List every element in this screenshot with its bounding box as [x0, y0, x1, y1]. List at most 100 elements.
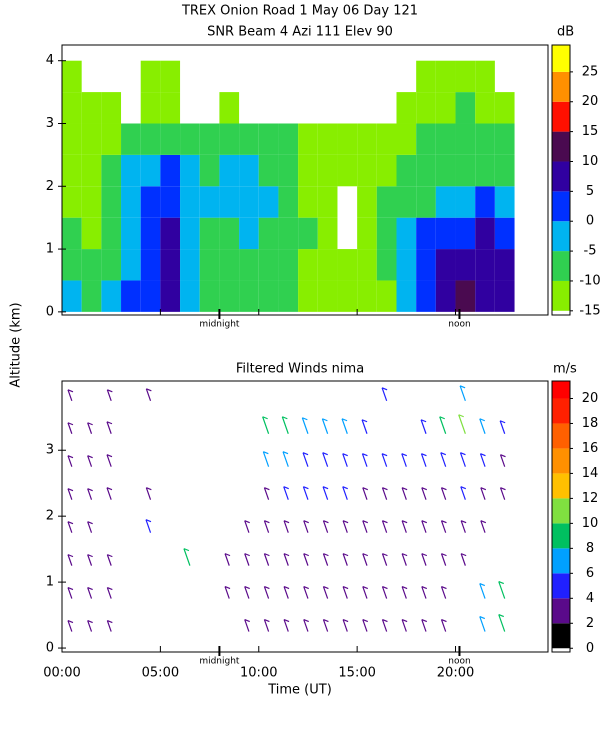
colorbar-bin — [552, 523, 570, 549]
y-tick-label: 0 — [46, 304, 54, 319]
snr-cell — [494, 154, 515, 187]
colorbar-tick-label: 16 — [582, 441, 599, 456]
wind-barb — [322, 452, 329, 467]
snr-cell — [396, 186, 417, 218]
wind-barb — [421, 619, 427, 632]
snr-cell — [278, 280, 299, 312]
snr-cell — [396, 92, 417, 124]
snr-cell — [219, 92, 240, 124]
colorbar-tick-label: 2 — [586, 616, 594, 631]
wind-barb — [381, 520, 388, 533]
barb-flag — [283, 486, 289, 490]
snr-cell — [101, 217, 122, 250]
barb-flag — [460, 486, 467, 490]
annotation: midnight — [199, 320, 240, 330]
snr-cell — [455, 92, 476, 124]
colorbar-bin — [552, 221, 570, 252]
wind-barb — [479, 616, 486, 632]
barb-flag — [362, 553, 369, 557]
colorbar-tick-label: -10 — [579, 273, 600, 288]
barb-flag — [441, 487, 447, 491]
wind-barb — [480, 487, 486, 500]
barb-flag — [323, 553, 329, 557]
wind-barb — [401, 487, 407, 500]
snr-cell — [357, 154, 377, 187]
snr-cell — [455, 154, 476, 187]
barb-flag — [262, 416, 268, 420]
barb-flag — [224, 586, 231, 590]
barb-flag — [342, 553, 349, 557]
wind-barb — [362, 553, 368, 566]
barb-flag — [322, 418, 328, 422]
snr-cell — [160, 60, 181, 93]
snr-cell — [81, 92, 102, 124]
snr-cell — [278, 123, 299, 155]
snr-cell — [435, 60, 456, 93]
colorbar-frame — [551, 44, 571, 316]
snr-cell — [160, 154, 181, 187]
wind-barb — [303, 520, 309, 533]
colorbar-tick-label: 18 — [582, 416, 599, 431]
wind-barb — [381, 586, 388, 599]
wind-barb — [362, 487, 368, 500]
barb-flag — [440, 452, 447, 456]
wind-barb — [283, 619, 289, 632]
barb-flag — [322, 486, 329, 490]
wind-barb — [303, 553, 309, 566]
barb-flag — [401, 453, 408, 457]
barb-flag — [87, 455, 93, 459]
wind-barb — [440, 553, 447, 566]
snr-cell — [180, 249, 200, 281]
colorbar-bin — [552, 381, 570, 399]
snr-cell — [160, 92, 181, 124]
barb-flag — [303, 619, 309, 623]
barb-flag — [342, 486, 348, 490]
colorbar-tick-label: 5 — [586, 184, 594, 199]
wind-barb — [362, 619, 368, 632]
colorbar-tick-label: 20 — [582, 391, 599, 406]
colorbar-bin — [552, 45, 570, 72]
wind-barb — [401, 619, 407, 632]
wind-barb — [244, 553, 250, 566]
wind-barb — [440, 520, 447, 533]
barb-flag — [362, 586, 369, 590]
snr-cell — [160, 186, 181, 218]
snr-cell — [258, 154, 279, 187]
snr-cell — [317, 154, 338, 187]
wind-barb — [420, 419, 427, 434]
wind-barb — [458, 414, 466, 434]
snr-cell — [81, 280, 102, 312]
wind-barb — [244, 586, 250, 599]
barb-flag — [87, 587, 93, 591]
barb-flag — [479, 418, 486, 422]
snr-cell — [357, 280, 377, 312]
barb-flag — [67, 488, 74, 492]
title-line: TREX Onion Road 1 May 06 Day 121 — [181, 4, 418, 19]
snr-cell — [199, 280, 220, 312]
snr-cell — [376, 217, 397, 250]
barb-flag — [362, 619, 369, 623]
snr-cell — [475, 186, 495, 218]
barb-flag — [264, 520, 270, 524]
barb-flag — [420, 419, 427, 423]
colorbar-bin — [552, 623, 570, 649]
barb-flag — [342, 453, 348, 457]
snr-cell — [81, 249, 102, 281]
snr-cell — [376, 249, 397, 281]
snr-cell — [219, 123, 240, 155]
snr-cell — [396, 249, 417, 281]
wind-barb — [381, 387, 388, 401]
snr-cell — [475, 60, 495, 93]
barb-flag — [381, 453, 388, 457]
barb-flag — [87, 554, 93, 558]
wind-barb — [67, 389, 73, 401]
barb-flag — [264, 619, 270, 623]
wind-barb — [106, 554, 112, 566]
wind-barb — [87, 488, 93, 500]
barb-flag — [382, 520, 388, 524]
snr-cell — [121, 249, 141, 281]
colorbar-bin — [552, 251, 570, 281]
wind-barb — [303, 619, 309, 632]
snr-cell — [435, 249, 456, 281]
chart-title: Filtered Winds nima — [236, 362, 364, 377]
